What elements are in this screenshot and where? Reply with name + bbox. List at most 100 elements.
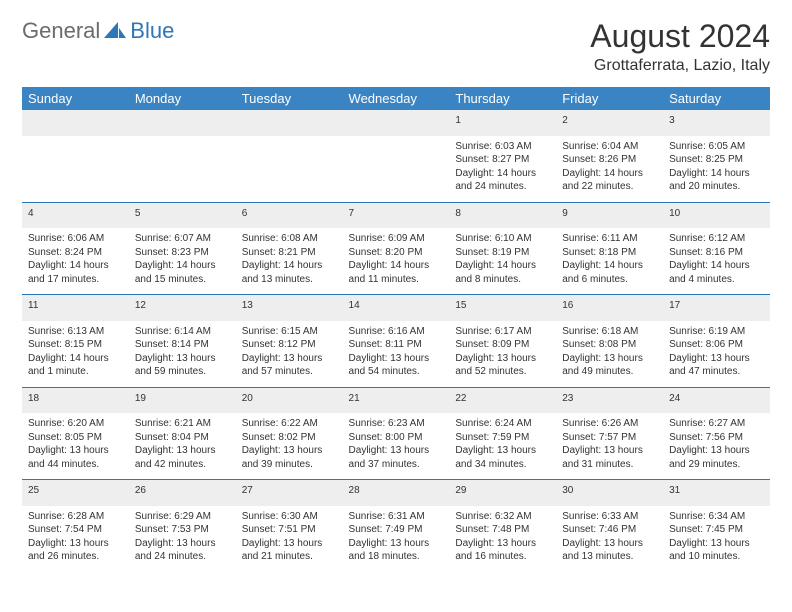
daylight-text: Daylight: 13 hours and 10 minutes. bbox=[669, 537, 764, 564]
sunset-text: Sunset: 8:26 PM bbox=[562, 153, 657, 167]
daylight-text: Daylight: 13 hours and 21 minutes. bbox=[242, 537, 337, 564]
sunrise-text: Sunrise: 6:14 AM bbox=[135, 325, 230, 339]
day-number-cell: 20 bbox=[236, 387, 343, 413]
daylight-text: Daylight: 14 hours and 24 minutes. bbox=[455, 167, 550, 194]
day-number-cell: 16 bbox=[556, 295, 663, 321]
sunrise-text: Sunrise: 6:11 AM bbox=[562, 232, 657, 246]
daynum-row: 45678910 bbox=[22, 202, 770, 228]
sunrise-text: Sunrise: 6:18 AM bbox=[562, 325, 657, 339]
day-info: Sunrise: 6:14 AMSunset: 8:14 PMDaylight:… bbox=[135, 325, 230, 379]
day-info-cell: Sunrise: 6:13 AMSunset: 8:15 PMDaylight:… bbox=[22, 321, 129, 388]
daylight-text: Daylight: 14 hours and 11 minutes. bbox=[349, 259, 444, 286]
daylight-text: Daylight: 13 hours and 39 minutes. bbox=[242, 444, 337, 471]
day-info-cell: Sunrise: 6:03 AMSunset: 8:27 PMDaylight:… bbox=[449, 136, 556, 203]
daylight-text: Daylight: 14 hours and 4 minutes. bbox=[669, 259, 764, 286]
sunset-text: Sunset: 8:18 PM bbox=[562, 246, 657, 260]
weekday-header: Saturday bbox=[663, 87, 770, 110]
info-row: Sunrise: 6:13 AMSunset: 8:15 PMDaylight:… bbox=[22, 321, 770, 388]
day-number-cell: 6 bbox=[236, 202, 343, 228]
daylight-text: Daylight: 13 hours and 47 minutes. bbox=[669, 352, 764, 379]
sunset-text: Sunset: 8:12 PM bbox=[242, 338, 337, 352]
day-number-cell: 13 bbox=[236, 295, 343, 321]
daylight-text: Daylight: 13 hours and 57 minutes. bbox=[242, 352, 337, 379]
day-info-cell: Sunrise: 6:29 AMSunset: 7:53 PMDaylight:… bbox=[129, 506, 236, 572]
day-info-cell: Sunrise: 6:32 AMSunset: 7:48 PMDaylight:… bbox=[449, 506, 556, 572]
day-info: Sunrise: 6:10 AMSunset: 8:19 PMDaylight:… bbox=[455, 232, 550, 286]
day-number-cell: 17 bbox=[663, 295, 770, 321]
sunrise-text: Sunrise: 6:22 AM bbox=[242, 417, 337, 431]
day-number-cell: 5 bbox=[129, 202, 236, 228]
day-info: Sunrise: 6:07 AMSunset: 8:23 PMDaylight:… bbox=[135, 232, 230, 286]
day-number-cell: 12 bbox=[129, 295, 236, 321]
day-number-cell: 23 bbox=[556, 387, 663, 413]
day-info-cell: Sunrise: 6:08 AMSunset: 8:21 PMDaylight:… bbox=[236, 228, 343, 295]
day-info: Sunrise: 6:08 AMSunset: 8:21 PMDaylight:… bbox=[242, 232, 337, 286]
sunrise-text: Sunrise: 6:19 AM bbox=[669, 325, 764, 339]
day-number-cell: 29 bbox=[449, 480, 556, 506]
logo: General Blue bbox=[22, 18, 174, 44]
day-number-cell: 21 bbox=[343, 387, 450, 413]
sunrise-text: Sunrise: 6:07 AM bbox=[135, 232, 230, 246]
sunset-text: Sunset: 8:20 PM bbox=[349, 246, 444, 260]
daylight-text: Daylight: 13 hours and 37 minutes. bbox=[349, 444, 444, 471]
day-info: Sunrise: 6:03 AMSunset: 8:27 PMDaylight:… bbox=[455, 140, 550, 194]
sunrise-text: Sunrise: 6:24 AM bbox=[455, 417, 550, 431]
day-info-cell: Sunrise: 6:14 AMSunset: 8:14 PMDaylight:… bbox=[129, 321, 236, 388]
weekday-header: Friday bbox=[556, 87, 663, 110]
sunrise-text: Sunrise: 6:27 AM bbox=[669, 417, 764, 431]
day-info: Sunrise: 6:09 AMSunset: 8:20 PMDaylight:… bbox=[349, 232, 444, 286]
day-number-cell: 9 bbox=[556, 202, 663, 228]
daylight-text: Daylight: 14 hours and 17 minutes. bbox=[28, 259, 123, 286]
sunset-text: Sunset: 7:59 PM bbox=[455, 431, 550, 445]
sunset-text: Sunset: 8:04 PM bbox=[135, 431, 230, 445]
day-info-cell: Sunrise: 6:19 AMSunset: 8:06 PMDaylight:… bbox=[663, 321, 770, 388]
day-number-cell bbox=[236, 110, 343, 136]
day-info: Sunrise: 6:32 AMSunset: 7:48 PMDaylight:… bbox=[455, 510, 550, 564]
daylight-text: Daylight: 13 hours and 13 minutes. bbox=[562, 537, 657, 564]
daylight-text: Daylight: 13 hours and 26 minutes. bbox=[28, 537, 123, 564]
day-info: Sunrise: 6:24 AMSunset: 7:59 PMDaylight:… bbox=[455, 417, 550, 471]
sunset-text: Sunset: 8:23 PM bbox=[135, 246, 230, 260]
info-row: Sunrise: 6:28 AMSunset: 7:54 PMDaylight:… bbox=[22, 506, 770, 572]
day-info-cell: Sunrise: 6:28 AMSunset: 7:54 PMDaylight:… bbox=[22, 506, 129, 572]
day-info-cell: Sunrise: 6:06 AMSunset: 8:24 PMDaylight:… bbox=[22, 228, 129, 295]
day-number-cell: 8 bbox=[449, 202, 556, 228]
day-info-cell: Sunrise: 6:34 AMSunset: 7:45 PMDaylight:… bbox=[663, 506, 770, 572]
day-number-cell: 1 bbox=[449, 110, 556, 136]
day-number-cell bbox=[129, 110, 236, 136]
day-info-cell: Sunrise: 6:21 AMSunset: 8:04 PMDaylight:… bbox=[129, 413, 236, 480]
day-number-cell: 24 bbox=[663, 387, 770, 413]
daylight-text: Daylight: 13 hours and 52 minutes. bbox=[455, 352, 550, 379]
sunrise-text: Sunrise: 6:06 AM bbox=[28, 232, 123, 246]
sunset-text: Sunset: 7:57 PM bbox=[562, 431, 657, 445]
sunset-text: Sunset: 8:02 PM bbox=[242, 431, 337, 445]
day-number-cell: 4 bbox=[22, 202, 129, 228]
day-info-cell: Sunrise: 6:23 AMSunset: 8:00 PMDaylight:… bbox=[343, 413, 450, 480]
daynum-row: 18192021222324 bbox=[22, 387, 770, 413]
sunrise-text: Sunrise: 6:30 AM bbox=[242, 510, 337, 524]
day-info-cell: Sunrise: 6:26 AMSunset: 7:57 PMDaylight:… bbox=[556, 413, 663, 480]
sunset-text: Sunset: 8:21 PM bbox=[242, 246, 337, 260]
day-info-cell: Sunrise: 6:16 AMSunset: 8:11 PMDaylight:… bbox=[343, 321, 450, 388]
sunrise-text: Sunrise: 6:34 AM bbox=[669, 510, 764, 524]
sunset-text: Sunset: 7:54 PM bbox=[28, 523, 123, 537]
weekday-header: Sunday bbox=[22, 87, 129, 110]
day-number-cell: 3 bbox=[663, 110, 770, 136]
day-info-cell: Sunrise: 6:33 AMSunset: 7:46 PMDaylight:… bbox=[556, 506, 663, 572]
day-info: Sunrise: 6:30 AMSunset: 7:51 PMDaylight:… bbox=[242, 510, 337, 564]
day-info-cell: Sunrise: 6:22 AMSunset: 8:02 PMDaylight:… bbox=[236, 413, 343, 480]
daylight-text: Daylight: 14 hours and 20 minutes. bbox=[669, 167, 764, 194]
sunrise-text: Sunrise: 6:04 AM bbox=[562, 140, 657, 154]
day-number-cell bbox=[22, 110, 129, 136]
daylight-text: Daylight: 14 hours and 15 minutes. bbox=[135, 259, 230, 286]
sunset-text: Sunset: 8:05 PM bbox=[28, 431, 123, 445]
sunset-text: Sunset: 7:49 PM bbox=[349, 523, 444, 537]
day-info-cell bbox=[22, 136, 129, 203]
day-number-cell: 10 bbox=[663, 202, 770, 228]
daylight-text: Daylight: 13 hours and 16 minutes. bbox=[455, 537, 550, 564]
daylight-text: Daylight: 14 hours and 1 minute. bbox=[28, 352, 123, 379]
sunset-text: Sunset: 7:45 PM bbox=[669, 523, 764, 537]
day-info: Sunrise: 6:22 AMSunset: 8:02 PMDaylight:… bbox=[242, 417, 337, 471]
sunset-text: Sunset: 8:16 PM bbox=[669, 246, 764, 260]
day-info: Sunrise: 6:20 AMSunset: 8:05 PMDaylight:… bbox=[28, 417, 123, 471]
